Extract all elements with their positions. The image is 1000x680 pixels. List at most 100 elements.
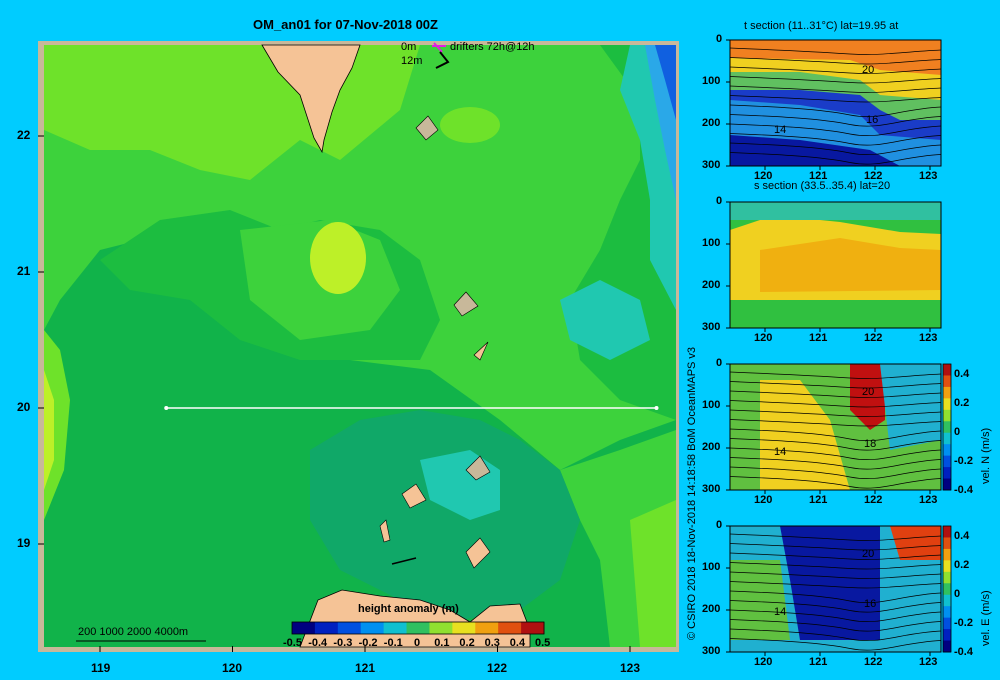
contour-line <box>729 409 942 417</box>
field-pocket-north <box>440 107 500 143</box>
contour-line <box>729 619 942 632</box>
contour-line <box>729 590 942 604</box>
vel-n-band <box>850 364 885 430</box>
contour-line <box>729 95 942 103</box>
contour-line <box>729 381 942 389</box>
panel-x-tick-label: 122 <box>864 656 883 668</box>
lat-tick: 20 <box>17 400 31 414</box>
land-island <box>473 341 489 361</box>
vel-n-colorbar-label: vel. N (m/s) <box>980 427 992 484</box>
panel-x-tick-label: 120 <box>754 494 773 506</box>
vel-colorbar-swatch <box>943 432 951 445</box>
contour-line <box>729 66 942 74</box>
panel-y-tick-label: 200 <box>702 279 721 291</box>
panel-x-tick-label: 121 <box>809 170 828 182</box>
colorbar-swatch <box>314 622 339 634</box>
contour-line <box>729 152 942 165</box>
colorbar-tick-label: 0.4 <box>509 637 526 649</box>
contour-line <box>729 543 942 551</box>
contour-line <box>729 562 942 570</box>
vel-colorbar-frame <box>942 363 952 491</box>
contour-line <box>729 457 942 470</box>
vel-colorbar-swatch <box>943 560 951 573</box>
contour-line <box>729 428 942 442</box>
contour-line <box>729 123 942 137</box>
t-section-contours <box>729 47 942 165</box>
colorbar-swatch <box>521 622 545 634</box>
map-title: OM_an01 for 07-Nov-2018 00Z <box>253 17 438 32</box>
colorbar-swatch <box>337 622 362 634</box>
contour-line <box>729 419 942 427</box>
contour-line <box>729 533 942 541</box>
vel-colorbar-swatch <box>943 455 951 468</box>
panel-y-tick-label: 100 <box>702 75 721 87</box>
contour-line <box>729 85 942 93</box>
land-island <box>401 483 427 509</box>
colorbar-swatch <box>475 622 499 634</box>
colorbar-swatch <box>383 622 408 634</box>
panel-y-tick-label: 0 <box>716 195 723 207</box>
panel-x-tick-label: 120 <box>754 656 773 668</box>
vel-n-band <box>880 364 941 450</box>
field-peak-yellow <box>310 222 366 294</box>
contour-line <box>729 638 942 651</box>
panel-x-tick-label: 121 <box>809 656 828 668</box>
velocity-colorbars <box>942 363 952 653</box>
colorbar-tick-label: -0.4 <box>308 637 328 649</box>
lat-tick: 22 <box>17 128 31 142</box>
credit-text: © CSIRO 2018 18-Nov-2018 14:18:58 BoM Oc… <box>686 346 698 640</box>
colorbar-swatch <box>360 622 385 634</box>
contour-line <box>729 142 942 156</box>
vel-e-colorbar-label: vel. E (m/s) <box>980 590 992 646</box>
panel-y-tick-label: 100 <box>702 561 721 573</box>
contour-line <box>729 609 942 623</box>
vel-colorbar-swatch <box>943 467 951 480</box>
vel-e-band <box>890 526 941 560</box>
panel-x-tick-label: 123 <box>919 332 938 344</box>
n-contour-label: 14 <box>774 446 787 458</box>
contour-line <box>729 628 942 642</box>
colorbar-title: height anomaly (m) <box>358 603 459 615</box>
lon-tick: 122 <box>487 661 508 675</box>
panel-x-tick-label: 123 <box>919 656 938 668</box>
colorbar-frame <box>291 621 545 635</box>
vel-colorbar-swatch <box>943 526 951 538</box>
panel-x-tick-label: 120 <box>754 170 773 182</box>
panel-x-tick-label: 121 <box>809 494 828 506</box>
colorbar-tick-label: -0.5 <box>283 637 302 649</box>
panel-y-tick-label: 0 <box>716 357 723 369</box>
panel-y-tick-label: 0 <box>716 33 723 45</box>
vel-colorbar-tick-label: 0.4 <box>954 368 970 380</box>
contour-line <box>729 552 942 560</box>
vel-e-band <box>730 560 790 640</box>
land-islet <box>391 557 417 565</box>
vel-colorbar-swatch <box>943 375 951 388</box>
land-island <box>453 291 479 317</box>
panel-y-tick-label: 300 <box>702 159 721 171</box>
vel-e-contours <box>729 533 942 651</box>
vel-colorbar-swatch <box>943 478 951 491</box>
vel-colorbar-frame <box>942 525 952 653</box>
contour-line <box>729 571 942 579</box>
vel-colorbar-swatch <box>943 409 951 422</box>
panel-y-tick-label: 0 <box>716 519 723 531</box>
vel-colorbar-swatch <box>943 594 951 607</box>
vel-colorbar-tick-label: 0 <box>954 588 961 600</box>
contour-line <box>729 76 942 84</box>
colorbar-swatch <box>429 622 453 634</box>
contour-line <box>729 476 942 489</box>
n-contour-label: 18 <box>864 438 877 450</box>
vel-n-contours <box>729 371 942 489</box>
panel-x-tick-label: 121 <box>809 332 828 344</box>
land-island <box>465 537 491 569</box>
contour-line <box>729 47 942 55</box>
section-start-marker <box>164 406 169 410</box>
t-contour-label: 20 <box>862 64 875 76</box>
contour-line <box>729 371 942 379</box>
panel-x-tick-label: 120 <box>754 332 773 344</box>
vel-colorbar-tick-label: 0.2 <box>954 559 970 571</box>
vel-colorbar-tick-label: 0.4 <box>954 530 970 542</box>
t-section-title: t section (11..31°C) lat=19.95 at <box>744 20 899 32</box>
lon-tick: 121 <box>355 661 376 675</box>
